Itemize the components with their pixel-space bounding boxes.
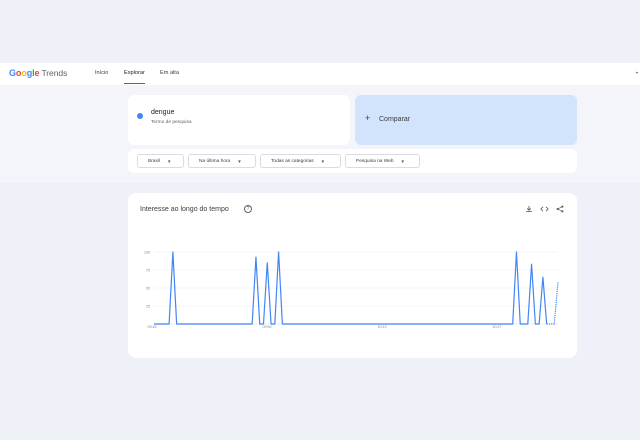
caret-down-icon: ▼ — [167, 158, 172, 164]
logo-letter: G — [9, 68, 16, 78]
term-name: dengue — [151, 109, 175, 116]
interest-over-time-card: Interesse ao longo do tempo ? 100 75 50 25 0… — [128, 193, 577, 358]
search-term-card[interactable]: dengue Termo de pesquisa — [128, 95, 350, 145]
plus-icon: + — [365, 113, 371, 123]
x-tick-label: 10:13 — [378, 325, 387, 329]
series-line — [154, 251, 548, 325]
lower-background — [0, 372, 640, 440]
filter-bar: Brasil ▼ Na última hora ▼ Todas as categor… — [128, 149, 577, 173]
caret-down-icon: ▼ — [400, 158, 405, 164]
nav-inicio[interactable]: Início — [95, 70, 109, 76]
top-bar: Google Trends Início Explorar Em alta • — [0, 63, 640, 85]
y-tick-label: 100 — [144, 251, 150, 255]
series-partial-line — [546, 282, 559, 325]
logo-trends-text: Trends — [41, 68, 68, 78]
compare-button[interactable]: + Comparar — [355, 95, 577, 145]
more-menu-icon[interactable]: • — [635, 71, 638, 77]
filter-category[interactable]: Todas as categorias ▼ — [260, 154, 341, 168]
term-color-dot — [137, 113, 143, 119]
filter-category-label: Todas as categorias — [271, 158, 314, 164]
x-tick-label: 09:59 — [263, 325, 272, 329]
filter-region-label: Brasil — [148, 158, 160, 164]
y-tick-label: 50 — [146, 287, 150, 291]
download-icon[interactable] — [525, 205, 533, 216]
x-tick-label: 09:45 — [148, 325, 157, 329]
google-trends-logo[interactable]: Google Trends — [9, 68, 67, 78]
filter-search-type-label: Pesquisa na Web — [356, 158, 394, 164]
caret-down-icon: ▼ — [237, 158, 242, 164]
embed-icon[interactable] — [540, 205, 549, 216]
nav-em-alta[interactable]: Em alta — [160, 70, 179, 76]
chart-title: Interesse ao longo do tempo — [140, 206, 229, 213]
y-tick-label: 75 — [146, 269, 150, 273]
interest-line-chart: 100 75 50 25 09:45 09:59 10:13 10:27 — [144, 251, 559, 329]
term-subtitle: Termo de pesquisa — [151, 120, 192, 125]
share-icon[interactable] — [556, 205, 564, 216]
caret-down-icon: ▼ — [320, 158, 326, 164]
filter-region[interactable]: Brasil ▼ — [137, 154, 184, 168]
logo-letter: l — [32, 68, 35, 78]
logo-letter: e — [34, 68, 40, 78]
filter-search-type[interactable]: Pesquisa na Web ▼ — [345, 154, 420, 168]
logo-letter: g — [26, 68, 33, 78]
filter-time-label: Na última hora — [199, 158, 231, 164]
y-tick-label: 25 — [146, 305, 150, 309]
compare-label: Comparar — [379, 116, 411, 123]
logo-letter: o — [15, 68, 22, 78]
filter-time[interactable]: Na última hora ▼ — [188, 154, 256, 168]
logo-letter: o — [21, 68, 27, 78]
nav-explorar[interactable]: Explorar — [124, 70, 145, 84]
help-icon[interactable]: ? — [244, 205, 252, 213]
logo-google-text: Google — [9, 68, 40, 78]
x-tick-label: 10:27 — [493, 325, 502, 329]
